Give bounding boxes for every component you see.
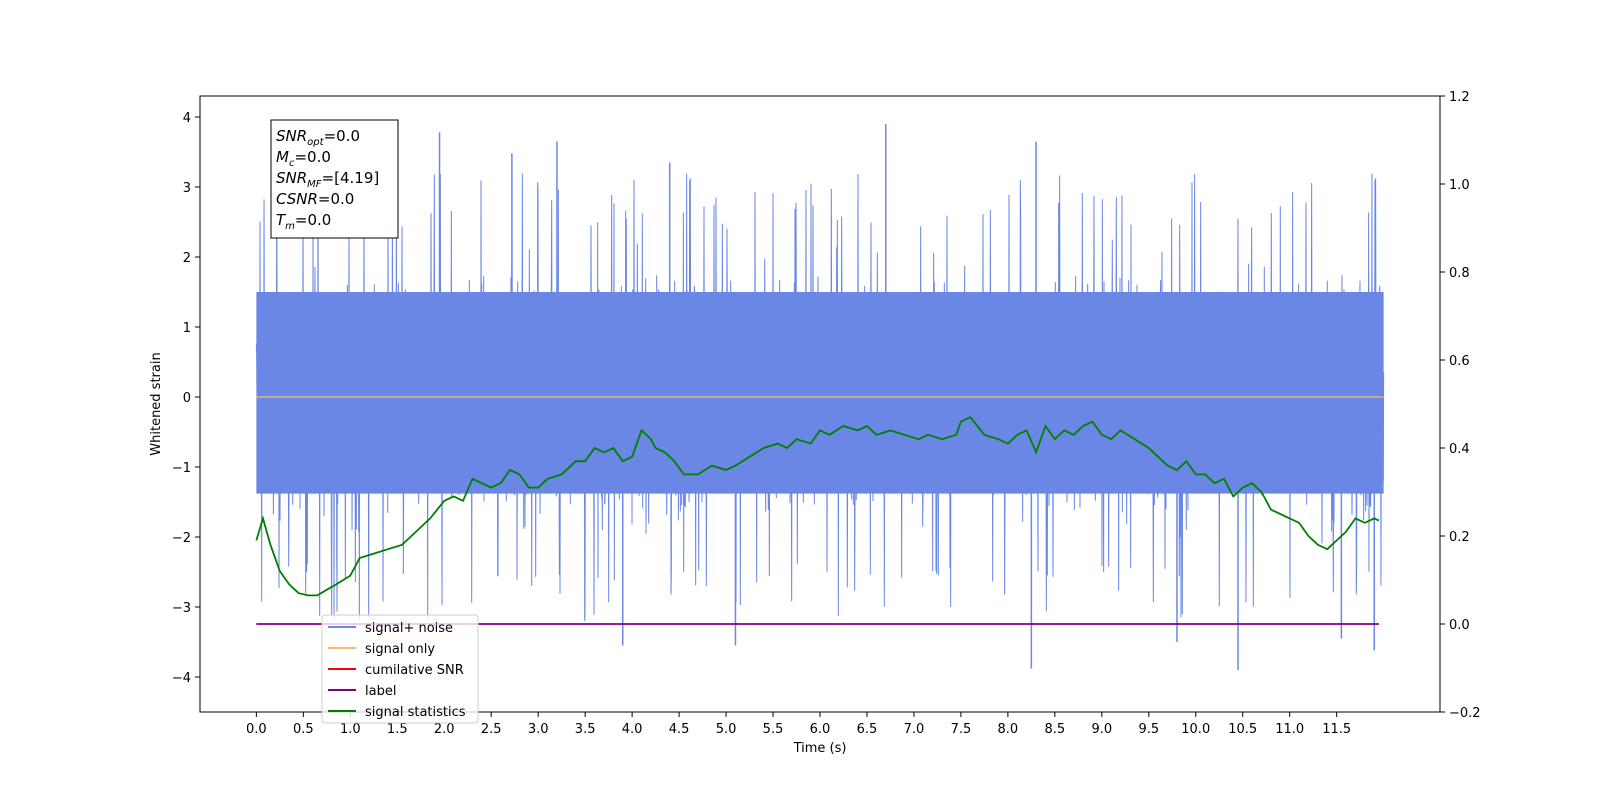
y2-tick-label: 0.0 bbox=[1449, 618, 1470, 633]
x-tick-label: 7.0 bbox=[904, 722, 925, 737]
series-signal-statistics bbox=[255, 416, 1380, 597]
x-tick-label: 3.0 bbox=[528, 722, 549, 737]
y2-tick-label: −0.2 bbox=[1449, 706, 1481, 721]
x-axis: 0.0 0.5 1.0 1.5 2.0 2.5 3.0 3.5 4.0 4.5 5.0 5.5 6.0 6… bbox=[246, 712, 1351, 737]
x-tick-label: 10.5 bbox=[1228, 722, 1257, 737]
signal-noise-core bbox=[256, 292, 1384, 494]
x-tick-label: 6.0 bbox=[810, 722, 831, 737]
annotation-line: SNRopt=0.0 bbox=[276, 127, 360, 148]
y2-tick-label: 1.2 bbox=[1449, 90, 1470, 105]
x-tick-label: 7.5 bbox=[951, 722, 972, 737]
y2-tick-label: 0.8 bbox=[1449, 266, 1470, 281]
y-axis-right: −0.2 0.0 0.2 0.4 0.6 0.8 1.0 1.2 bbox=[1440, 90, 1481, 721]
legend-label: signal+ noise bbox=[365, 621, 453, 636]
legend-label: cumilative SNR bbox=[365, 663, 464, 678]
y-tick-label: −1 bbox=[172, 461, 191, 476]
y-tick-label: −2 bbox=[172, 531, 191, 546]
x-tick-label: 2.0 bbox=[434, 722, 455, 737]
x-tick-label: 5.0 bbox=[716, 722, 737, 737]
x-tick-label: 9.0 bbox=[1091, 722, 1112, 737]
x-tick-label: 4.0 bbox=[622, 722, 643, 737]
legend-label: label bbox=[365, 684, 396, 699]
y-tick-label: 3 bbox=[183, 181, 191, 196]
y-tick-label: 4 bbox=[183, 111, 191, 126]
annotation-frame bbox=[270, 119, 399, 239]
annotation-line: SNRMF=[4.19] bbox=[276, 169, 379, 190]
x-tick-label: 6.5 bbox=[857, 722, 878, 737]
y-axis-left: −4 −3 −2 −1 0 1 2 3 4 bbox=[172, 111, 200, 686]
x-tick-label: 1.0 bbox=[340, 722, 361, 737]
x-tick-label: 10.0 bbox=[1181, 722, 1210, 737]
y2-tick-label: 0.2 bbox=[1449, 530, 1470, 545]
x-tick-label: 8.5 bbox=[1045, 722, 1066, 737]
y2-tick-label: 1.0 bbox=[1449, 178, 1470, 193]
legend-label: signal statistics bbox=[365, 705, 466, 720]
x-tick-label: 2.5 bbox=[481, 722, 502, 737]
x-tick-label: 11.5 bbox=[1322, 722, 1351, 737]
x-tick-label: 5.5 bbox=[763, 722, 784, 737]
legend-frame bbox=[321, 614, 479, 724]
y-tick-label: 0 bbox=[183, 391, 191, 406]
annotation-line: Mc=0.0 bbox=[276, 148, 331, 169]
y-tick-label: 1 bbox=[183, 321, 191, 336]
legend-label: signal only bbox=[365, 642, 435, 657]
x-tick-label: 0.5 bbox=[293, 722, 314, 737]
x-tick-label: 3.5 bbox=[575, 722, 596, 737]
signal-noise-series bbox=[255, 124, 1385, 670]
annotation-line: CSNR=0.0 bbox=[276, 190, 354, 208]
x-tick-label: 1.5 bbox=[387, 722, 408, 737]
x-tick-label: 11.0 bbox=[1275, 722, 1304, 737]
x-axis-label: Time (s) bbox=[793, 741, 847, 756]
legend: signal+ noise signal only cumilative SNR la… bbox=[321, 614, 479, 724]
y-tick-label: −4 bbox=[172, 671, 191, 686]
x-tick-label: 0.0 bbox=[246, 722, 267, 737]
y-tick-label: −3 bbox=[172, 601, 191, 616]
y-axis-label: Whitened strain bbox=[149, 352, 164, 455]
y2-tick-label: 0.4 bbox=[1449, 442, 1470, 457]
y-tick-label: 2 bbox=[183, 251, 191, 266]
x-tick-label: 9.5 bbox=[1138, 722, 1159, 737]
x-tick-label: 8.0 bbox=[998, 722, 1019, 737]
y2-tick-label: 0.6 bbox=[1449, 354, 1470, 369]
annotation-line: Tm=0.0 bbox=[276, 211, 331, 232]
x-tick-label: 4.5 bbox=[669, 722, 690, 737]
